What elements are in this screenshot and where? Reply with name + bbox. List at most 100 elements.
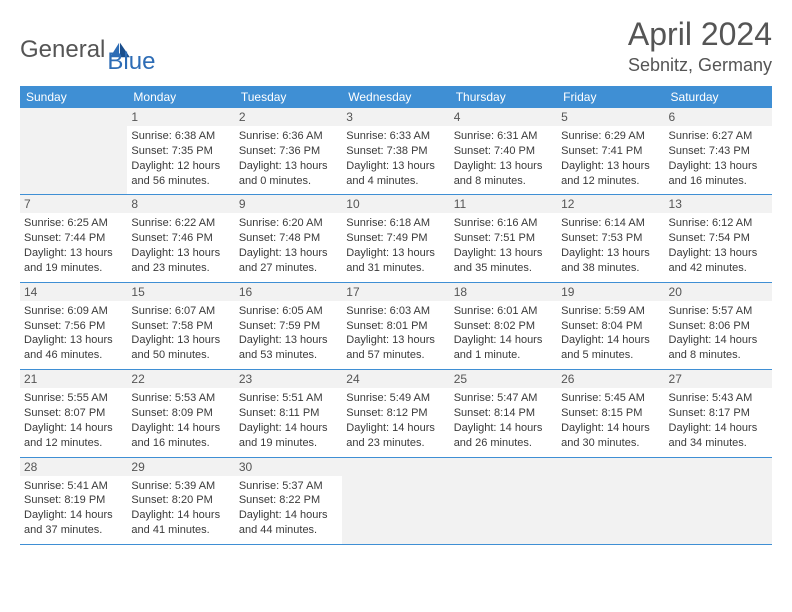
sunrise-text: Sunrise: 5:37 AM	[239, 479, 338, 494]
calendar-cell: 17Sunrise: 6:03 AMSunset: 8:01 PMDayligh…	[342, 282, 449, 369]
logo-word1: General	[20, 36, 105, 64]
sunset-text: Sunset: 7:46 PM	[131, 231, 230, 246]
day-number: 8	[127, 195, 234, 213]
daylight-text: and 12 minutes.	[24, 436, 123, 451]
day-info: Sunrise: 6:25 AMSunset: 7:44 PMDaylight:…	[24, 216, 123, 275]
sunset-text: Sunset: 8:22 PM	[239, 493, 338, 508]
daylight-text: and 56 minutes.	[131, 174, 230, 189]
day-number: 21	[20, 370, 127, 388]
sunrise-text: Sunrise: 6:12 AM	[669, 216, 768, 231]
calendar-cell: 7Sunrise: 6:25 AMSunset: 7:44 PMDaylight…	[20, 195, 127, 282]
calendar-cell: 22Sunrise: 5:53 AMSunset: 8:09 PMDayligh…	[127, 370, 234, 457]
daylight-text: Daylight: 13 hours	[24, 246, 123, 261]
daylight-text: and 34 minutes.	[669, 436, 768, 451]
sunset-text: Sunset: 8:06 PM	[669, 319, 768, 334]
sunset-text: Sunset: 7:56 PM	[24, 319, 123, 334]
calendar-cell-empty	[20, 108, 127, 195]
day-info: Sunrise: 6:29 AMSunset: 7:41 PMDaylight:…	[561, 129, 660, 188]
daylight-text: and 4 minutes.	[346, 174, 445, 189]
weekday-header-row: SundayMondayTuesdayWednesdayThursdayFrid…	[20, 86, 772, 108]
day-info: Sunrise: 6:27 AMSunset: 7:43 PMDaylight:…	[669, 129, 768, 188]
daylight-text: Daylight: 14 hours	[561, 421, 660, 436]
day-number: 2	[235, 108, 342, 126]
daylight-text: and 19 minutes.	[239, 436, 338, 451]
sunset-text: Sunset: 8:09 PM	[131, 406, 230, 421]
day-info: Sunrise: 6:12 AMSunset: 7:54 PMDaylight:…	[669, 216, 768, 275]
daylight-text: Daylight: 13 hours	[561, 246, 660, 261]
sunset-text: Sunset: 7:53 PM	[561, 231, 660, 246]
day-number: 30	[235, 458, 342, 476]
calendar-cell: 21Sunrise: 5:55 AMSunset: 8:07 PMDayligh…	[20, 370, 127, 457]
day-number: 28	[20, 458, 127, 476]
sunrise-text: Sunrise: 6:14 AM	[561, 216, 660, 231]
calendar-cell: 28Sunrise: 5:41 AMSunset: 8:19 PMDayligh…	[20, 457, 127, 544]
day-number: 22	[127, 370, 234, 388]
day-number: 17	[342, 283, 449, 301]
day-number: 25	[450, 370, 557, 388]
sunset-text: Sunset: 8:07 PM	[24, 406, 123, 421]
day-info: Sunrise: 6:38 AMSunset: 7:35 PMDaylight:…	[131, 129, 230, 188]
calendar-cell: 27Sunrise: 5:43 AMSunset: 8:17 PMDayligh…	[665, 370, 772, 457]
daylight-text: Daylight: 14 hours	[131, 421, 230, 436]
sunrise-text: Sunrise: 6:18 AM	[346, 216, 445, 231]
daylight-text: Daylight: 14 hours	[131, 508, 230, 523]
sunrise-text: Sunrise: 5:57 AM	[669, 304, 768, 319]
weekday-header: Friday	[557, 86, 664, 108]
calendar-cell: 4 Sunrise: 6:31 AMSunset: 7:40 PMDaylight…	[450, 108, 557, 195]
calendar-cell: 3Sunrise: 6:33 AMSunset: 7:38 PMDaylight…	[342, 108, 449, 195]
sunset-text: Sunset: 7:48 PM	[239, 231, 338, 246]
day-number: 4	[450, 108, 557, 126]
sunrise-text: Sunrise: 5:49 AM	[346, 391, 445, 406]
sunrise-text: Sunrise: 6:25 AM	[24, 216, 123, 231]
sunrise-text: Sunrise: 5:45 AM	[561, 391, 660, 406]
daylight-text: Daylight: 14 hours	[669, 333, 768, 348]
daylight-text: Daylight: 14 hours	[24, 508, 123, 523]
calendar-cell: 18Sunrise: 6:01 AMSunset: 8:02 PMDayligh…	[450, 282, 557, 369]
sunrise-text: Sunrise: 5:39 AM	[131, 479, 230, 494]
sunrise-text: Sunrise: 6:29 AM	[561, 129, 660, 144]
calendar-cell-empty	[450, 457, 557, 544]
daylight-text: and 0 minutes.	[239, 174, 338, 189]
daylight-text: and 31 minutes.	[346, 261, 445, 276]
calendar-cell: 15Sunrise: 6:07 AMSunset: 7:58 PMDayligh…	[127, 282, 234, 369]
daylight-text: and 42 minutes.	[669, 261, 768, 276]
daylight-text: Daylight: 13 hours	[131, 246, 230, 261]
daylight-text: and 12 minutes.	[561, 174, 660, 189]
weekday-header: Tuesday	[235, 86, 342, 108]
daylight-text: and 23 minutes.	[346, 436, 445, 451]
sunset-text: Sunset: 8:15 PM	[561, 406, 660, 421]
daylight-text: and 26 minutes.	[454, 436, 553, 451]
sunset-text: Sunset: 8:12 PM	[346, 406, 445, 421]
daylight-text: Daylight: 14 hours	[561, 333, 660, 348]
day-info: Sunrise: 6:22 AMSunset: 7:46 PMDaylight:…	[131, 216, 230, 275]
sunrise-text: Sunrise: 6:31 AM	[454, 129, 553, 144]
sunset-text: Sunset: 7:35 PM	[131, 144, 230, 159]
day-number: 16	[235, 283, 342, 301]
daylight-text: Daylight: 13 hours	[669, 159, 768, 174]
daylight-text: and 53 minutes.	[239, 348, 338, 363]
sunset-text: Sunset: 7:59 PM	[239, 319, 338, 334]
sunrise-text: Sunrise: 5:55 AM	[24, 391, 123, 406]
sunset-text: Sunset: 7:58 PM	[131, 319, 230, 334]
sunset-text: Sunset: 8:01 PM	[346, 319, 445, 334]
sunset-text: Sunset: 7:43 PM	[669, 144, 768, 159]
calendar-cell: 30Sunrise: 5:37 AMSunset: 8:22 PMDayligh…	[235, 457, 342, 544]
day-info: Sunrise: 6:20 AMSunset: 7:48 PMDaylight:…	[239, 216, 338, 275]
weekday-header: Monday	[127, 86, 234, 108]
daylight-text: and 27 minutes.	[239, 261, 338, 276]
day-number: 27	[665, 370, 772, 388]
sunrise-text: Sunrise: 5:43 AM	[669, 391, 768, 406]
day-info: Sunrise: 6:31 AMSunset: 7:40 PMDaylight:…	[454, 129, 553, 188]
logo-word2: Blue	[107, 48, 155, 76]
calendar-week-row: 14Sunrise: 6:09 AMSunset: 7:56 PMDayligh…	[20, 282, 772, 369]
daylight-text: Daylight: 14 hours	[454, 333, 553, 348]
day-info: Sunrise: 5:57 AMSunset: 8:06 PMDaylight:…	[669, 304, 768, 363]
day-number: 24	[342, 370, 449, 388]
weekday-header: Wednesday	[342, 86, 449, 108]
sunset-text: Sunset: 8:04 PM	[561, 319, 660, 334]
sunset-text: Sunset: 8:17 PM	[669, 406, 768, 421]
daylight-text: and 30 minutes.	[561, 436, 660, 451]
calendar-body: 1Sunrise: 6:38 AMSunset: 7:35 PMDaylight…	[20, 108, 772, 544]
calendar-week-row: 21 Sunrise: 5:55 AMSunset: 8:07 PM Dayligh…	[20, 370, 772, 457]
calendar-cell: 16Sunrise: 6:05 AMSunset: 7:59 PMDayligh…	[235, 282, 342, 369]
